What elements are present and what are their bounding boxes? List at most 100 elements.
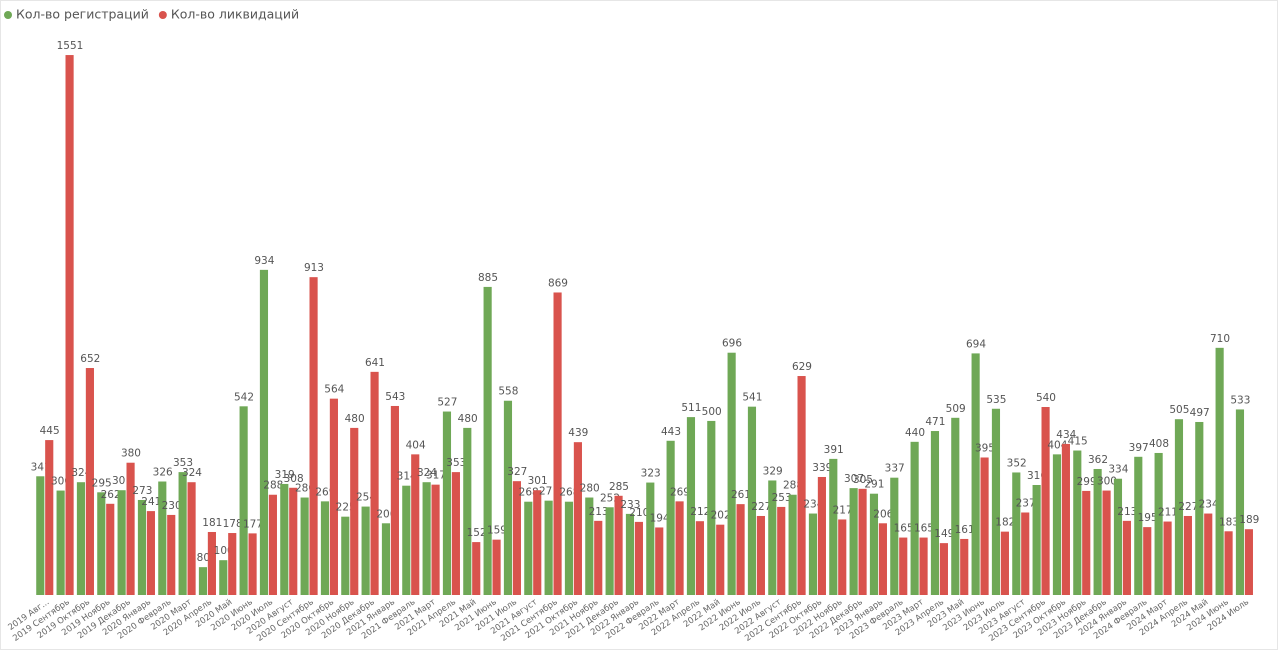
value-label: 395 [975, 442, 995, 454]
bar [1122, 520, 1131, 595]
bar [45, 440, 54, 595]
bar [341, 516, 350, 595]
bar [625, 513, 635, 595]
bar [259, 269, 269, 595]
bar [727, 352, 736, 595]
value-label: 299 [1077, 476, 1097, 488]
bar [544, 500, 553, 595]
value-label: 319 [275, 469, 295, 481]
value-label: 440 [905, 427, 925, 439]
value-label: 262 [101, 489, 121, 501]
bar [350, 427, 359, 595]
value-label: 212 [690, 506, 710, 518]
bar [614, 495, 623, 595]
bar [268, 494, 277, 595]
value-label: 913 [304, 262, 324, 274]
bar [797, 376, 806, 595]
bar [675, 501, 684, 595]
legend-label: Кол-во ликвидаций [171, 7, 299, 22]
bar [971, 353, 980, 595]
value-label: 353 [173, 457, 193, 469]
bar [1224, 531, 1233, 595]
bar [36, 476, 45, 595]
bar [605, 507, 614, 595]
value-label: 391 [824, 444, 844, 456]
bar [320, 501, 330, 595]
value-label: 291 [864, 479, 884, 491]
bar [1073, 450, 1082, 595]
value-label: 641 [365, 357, 385, 369]
bar [422, 482, 431, 595]
value-label: 213 [589, 506, 609, 518]
bar [646, 482, 655, 595]
bar [1012, 472, 1021, 595]
value-label: 710 [1210, 333, 1230, 345]
bar [329, 398, 338, 595]
bar [309, 277, 318, 595]
bar [564, 501, 574, 595]
value-label: 352 [1007, 457, 1027, 469]
value-label: 696 [722, 338, 742, 350]
bar [930, 431, 940, 595]
bar [239, 406, 248, 595]
bar [503, 400, 513, 595]
value-label: 511 [681, 402, 701, 414]
bar [991, 408, 1001, 595]
bar [939, 543, 948, 595]
value-label: 500 [702, 406, 722, 418]
value-label: 434 [1056, 429, 1076, 441]
bar [838, 519, 847, 595]
bar [1163, 521, 1172, 595]
value-label: 269 [670, 486, 690, 498]
bar [817, 476, 826, 595]
value-label: 439 [568, 427, 588, 439]
value-label: 149 [934, 528, 954, 540]
value-label: 408 [1149, 438, 1169, 450]
value-label: 471 [925, 416, 945, 428]
bar [492, 539, 501, 595]
value-label: 285 [609, 481, 629, 493]
bar [573, 442, 582, 595]
bar [126, 462, 135, 595]
value-label: 194 [650, 512, 670, 524]
bar [187, 482, 196, 595]
value-label: 397 [1129, 442, 1149, 454]
bar [899, 537, 908, 595]
bar [402, 485, 411, 595]
bar [1102, 490, 1111, 595]
legend-marker [4, 11, 12, 19]
value-label: 217 [833, 504, 853, 516]
value-label: 165 [894, 523, 914, 535]
bar [411, 454, 420, 595]
value-label: 177 [243, 518, 263, 530]
value-label: 195 [1138, 512, 1158, 524]
value-label: 165 [914, 523, 934, 535]
bar [910, 441, 919, 595]
value-label: 480 [458, 413, 478, 425]
legend-label: Кол-во регистраций [16, 7, 149, 22]
value-label: 535 [986, 394, 1006, 406]
bar [390, 405, 399, 595]
value-label: 509 [946, 403, 966, 415]
bar [1244, 529, 1253, 595]
bar [1134, 456, 1143, 595]
bar [167, 514, 176, 595]
bar [960, 538, 969, 595]
value-label: 305 [853, 474, 873, 486]
bar [951, 417, 960, 595]
value-label: 182 [995, 517, 1015, 529]
value-label: 307 [844, 473, 864, 485]
bar [788, 494, 797, 595]
bar [1041, 407, 1050, 595]
bar [207, 531, 216, 595]
bar [849, 488, 858, 595]
bar [76, 482, 86, 595]
bar [1021, 512, 1030, 595]
legend-marker [158, 11, 167, 19]
value-label: 273 [132, 485, 152, 497]
value-label: 159 [487, 525, 507, 537]
value-label: 543 [385, 391, 405, 403]
bar [1204, 513, 1213, 595]
bar [666, 440, 675, 595]
